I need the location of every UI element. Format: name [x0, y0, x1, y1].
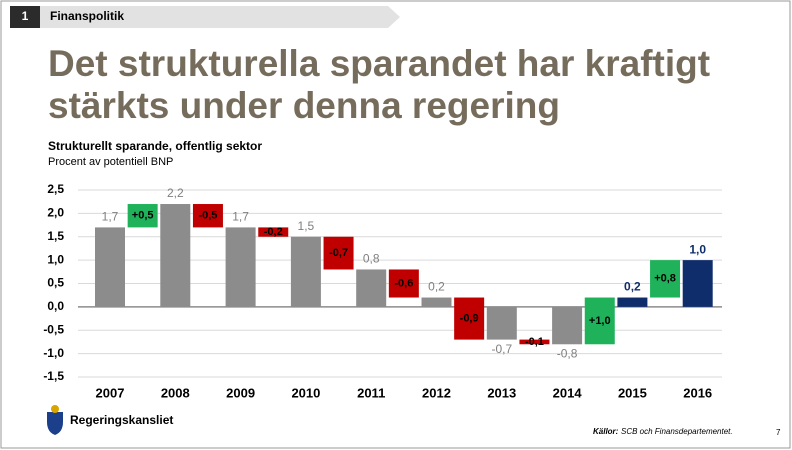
change-bar: [519, 339, 550, 345]
x-tick-label: 2016: [683, 385, 712, 400]
y-tick-label: -1,0: [43, 346, 64, 360]
y-tick-label: 0,0: [47, 299, 64, 313]
change-bar: [650, 260, 681, 298]
level-bar: [95, 227, 125, 307]
value-label: -0,7: [491, 342, 512, 356]
value-label: 1,0: [689, 242, 706, 256]
section-number-box: [10, 6, 40, 28]
value-label: 1,7: [232, 210, 249, 224]
level-bar: [290, 236, 321, 307]
chart-title: Strukturellt sparande, offentlig sektor: [48, 139, 262, 153]
y-tick-label: 1,5: [47, 229, 64, 243]
level-bar: [617, 297, 648, 307]
level-bar: [682, 260, 713, 307]
change-bar: [127, 204, 158, 228]
change-bar: [323, 236, 354, 270]
y-tick-label: 0,5: [47, 276, 64, 290]
x-tick-label: 2010: [291, 385, 320, 400]
level-bar: [552, 306, 583, 345]
change-bar: [192, 204, 223, 228]
change-bar: [388, 269, 419, 298]
section-number: 1: [22, 9, 29, 23]
value-label: 1,5: [298, 219, 315, 233]
change-label: +0,8: [654, 273, 676, 285]
slide-title: Det strukturella sparandet har kraftigt: [48, 43, 710, 84]
section-name: Finanspolitik: [50, 9, 124, 23]
change-label: -0,5: [198, 210, 217, 222]
change-label: -0,1: [525, 336, 544, 348]
change-label: -0,6: [394, 277, 413, 289]
change-bar: [584, 297, 615, 345]
level-bar: [356, 269, 387, 307]
change-label: +1,0: [589, 315, 611, 327]
change-label: -0,9: [460, 312, 479, 324]
logo-crown: [51, 405, 59, 413]
page-number: 7: [776, 428, 781, 437]
x-tick-label: 2009: [226, 385, 255, 400]
level-bar: [421, 297, 452, 307]
x-tick-label: 2014: [553, 385, 583, 400]
value-label: 0,2: [624, 280, 641, 294]
y-tick-label: 2,5: [47, 182, 64, 196]
x-tick-label: 2008: [161, 385, 190, 400]
slide-title: stärkts under denna regering: [48, 85, 560, 126]
x-tick-label: 2007: [96, 385, 125, 400]
logo: [47, 405, 63, 435]
change-bar: [454, 297, 485, 340]
x-tick-label: 2013: [487, 385, 516, 400]
value-label: 2,2: [167, 186, 184, 200]
y-tick-label: 1,0: [47, 252, 64, 266]
level-bar: [486, 306, 517, 340]
x-tick-label: 2012: [422, 385, 451, 400]
section-band: [40, 6, 400, 28]
level-bar: [160, 204, 191, 307]
level-bar: [225, 227, 256, 307]
value-label: -0,8: [557, 346, 578, 360]
value-label: 0,8: [363, 252, 380, 266]
logo-shield: [47, 412, 63, 435]
y-tick-label: -0,5: [43, 322, 64, 336]
x-tick-label: 2015: [618, 385, 647, 400]
y-tick-label: 2,0: [47, 206, 64, 220]
chart-subtitle: Procent av potentiell BNP: [48, 156, 173, 168]
change-label: -0,2: [264, 226, 283, 238]
change-bar: [258, 227, 289, 237]
x-tick-label: 2011: [357, 385, 385, 400]
logo-text: Regeringskansliet: [70, 413, 173, 427]
change-label: -0,7: [329, 247, 348, 259]
value-label: 1,7: [102, 210, 119, 224]
source-label: Källor:: [593, 427, 619, 436]
change-label: +0,5: [132, 210, 154, 222]
y-tick-label: -1,5: [43, 369, 64, 383]
source-text: SCB och Finansdepartementet.: [621, 427, 733, 436]
value-label: 0,2: [428, 280, 445, 294]
